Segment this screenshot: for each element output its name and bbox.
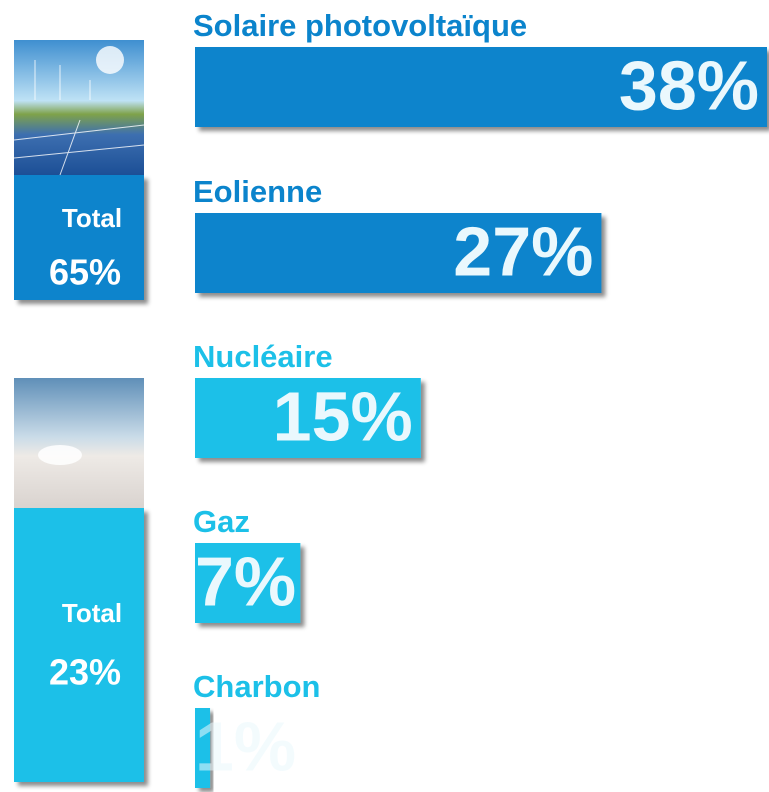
category-label: Charbon: [193, 669, 320, 704]
panel-image-smoke: [38, 445, 82, 465]
group-label: Total: [62, 203, 122, 233]
value-label: 7%: [195, 542, 296, 620]
category-label: Solaire photovoltaïque: [193, 8, 527, 43]
panel-image-sun: [96, 46, 124, 74]
group-total: 23%: [49, 652, 121, 693]
category-label: Gaz: [193, 504, 250, 539]
value-label: 38%: [619, 46, 759, 124]
panel-image: [14, 40, 144, 175]
category-label: Eolienne: [193, 174, 322, 209]
group-label: Total: [62, 598, 122, 628]
chart: Total 65% Solaire photovoltaïque 38% Eolienn…: [0, 0, 769, 792]
value-label: 15%: [273, 377, 413, 455]
category-label: Nucléaire: [193, 339, 333, 374]
group-total-panel: [14, 508, 144, 782]
group-total: 65%: [49, 252, 121, 293]
value-label: 1%: [195, 707, 296, 785]
value-label: 27%: [453, 212, 593, 290]
panel-image: [14, 378, 144, 508]
